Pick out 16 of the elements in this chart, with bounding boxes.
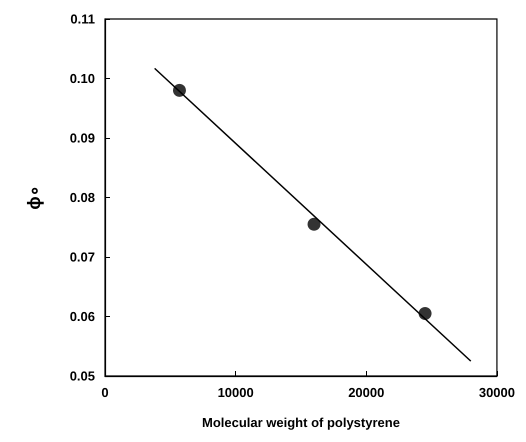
y-axis-title: ϕ∘ xyxy=(24,185,44,210)
x-tick-label: 20000 xyxy=(348,385,384,400)
x-tick-label: 30000 xyxy=(478,385,516,400)
y-tick-label: 0.07 xyxy=(70,250,95,264)
point xyxy=(418,307,432,320)
y-tick-label: 0.08 xyxy=(70,190,95,205)
point xyxy=(172,84,186,97)
x-tick-label: 10000 xyxy=(218,385,254,400)
x-tick-label: 0 xyxy=(101,385,109,400)
y-tick-label: 0.09 xyxy=(70,130,95,146)
y-tick-label: 0.05 xyxy=(70,368,95,384)
point xyxy=(308,218,321,231)
y-tick-label: 0.10 xyxy=(70,71,95,86)
y-tick-label: 0.11 xyxy=(70,12,95,26)
x-axis-title: Molecular weight of polystyrene xyxy=(202,415,400,430)
y-tick-label: 0.06 xyxy=(70,309,95,324)
